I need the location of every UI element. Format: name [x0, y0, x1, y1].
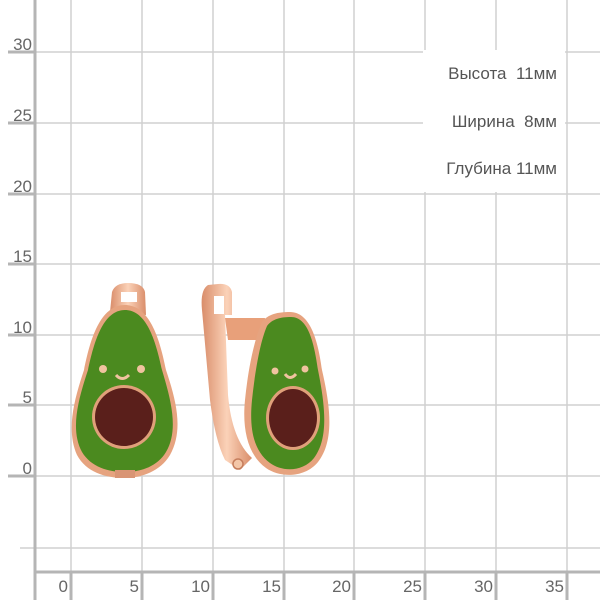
y-tick-label: 15 [13, 247, 32, 266]
x-tick-label: 35 [545, 577, 564, 596]
x-tick-label: 10 [191, 577, 210, 596]
depth-label: Глубина [446, 159, 512, 178]
width-label: Ширина [451, 112, 515, 131]
x-tick-label: 30 [474, 577, 493, 596]
width-dimension: Ширина 8мм [452, 112, 557, 132]
x-tick-label: 5 [129, 577, 139, 596]
x-tick-label: 20 [332, 577, 351, 596]
depth-value: 11мм [515, 159, 557, 178]
dimensions-panel: Высота 11мм Ширина 8мм Глубина 11мм [423, 50, 565, 192]
height-dimension: Высота 11мм [448, 64, 557, 84]
width-value: 8мм [524, 112, 557, 131]
y-tick-label: 10 [13, 318, 32, 337]
height-value: 11мм [515, 64, 557, 83]
height-label: Высота [448, 64, 507, 83]
left-earring [71, 283, 178, 478]
right-earring [201, 283, 330, 475]
y-tick-label: 25 [13, 106, 32, 125]
x-tick-label: 0 [58, 577, 68, 596]
y-tick-label: 30 [13, 35, 32, 54]
y-tick-label: 0 [22, 459, 32, 478]
x-tick-label: 15 [262, 577, 281, 596]
y-tick-label: 20 [13, 177, 32, 196]
depth-dimension: Глубина 11мм [446, 159, 557, 179]
x-tick-label: 25 [403, 577, 422, 596]
y-tick-label: 5 [22, 388, 32, 407]
